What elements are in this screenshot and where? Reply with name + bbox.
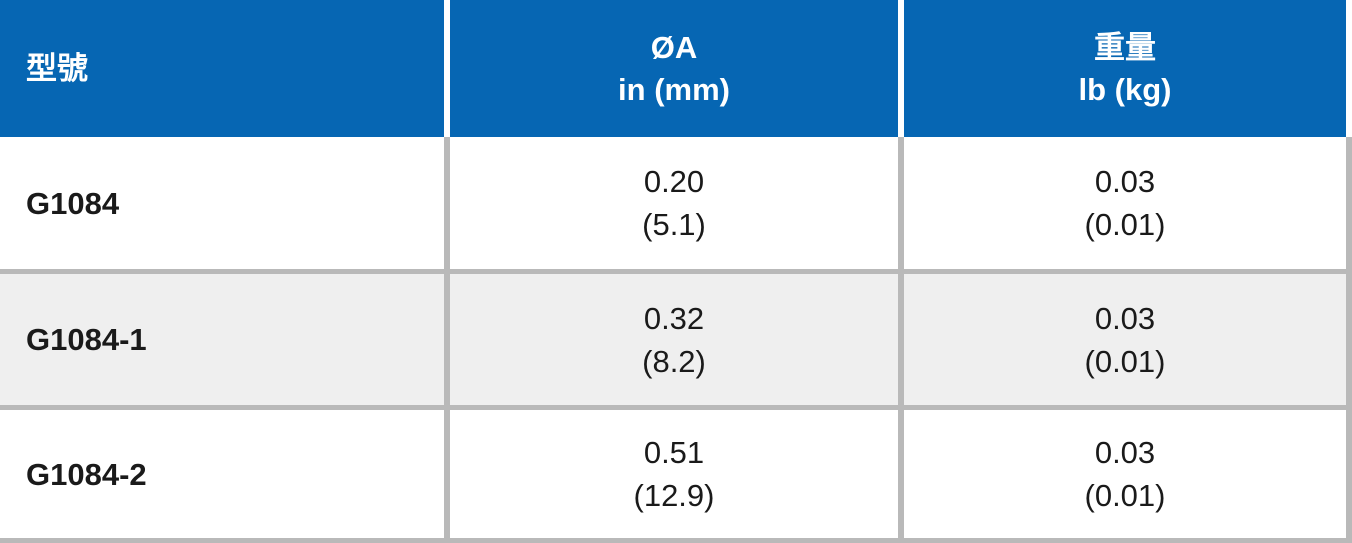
cell-weight: 0.03 (0.01) — [904, 137, 1352, 269]
weight-kg-value: (0.01) — [1084, 207, 1166, 242]
table-row: G1084-1 0.32 (8.2) 0.03 (0.01) — [0, 269, 1352, 405]
model-value: G1084-1 — [26, 322, 147, 357]
weight-lb-value: 0.03 — [1094, 435, 1156, 470]
header-weight-label: 重量 — [1094, 29, 1156, 65]
diameter-in-value: 0.20 — [643, 164, 705, 199]
cell-diameter: 0.51 (12.9) — [450, 410, 904, 538]
diameter-in-value: 0.51 — [643, 435, 705, 470]
cell-model: G1084-1 — [0, 274, 450, 405]
header-diameter-symbol: ØA — [650, 29, 698, 65]
cell-diameter: 0.32 (8.2) — [450, 274, 904, 405]
cell-model: G1084-2 — [0, 410, 450, 538]
diameter-mm-value: (12.9) — [633, 478, 715, 513]
header-cell-diameter: ØA in (mm) — [450, 0, 904, 137]
header-cell-model: 型號 — [0, 0, 450, 137]
model-value: G1084-2 — [26, 456, 147, 492]
table-row: G1084 0.20 (5.1) 0.03 (0.01) — [0, 137, 1352, 269]
table-header-row: 型號 ØA in (mm) 重量 lb (kg) — [0, 0, 1352, 137]
diameter-mm-value: (5.1) — [642, 207, 706, 242]
header-weight-units: lb (kg) — [1078, 71, 1172, 107]
model-value: G1084 — [26, 185, 120, 221]
table-row: G1084-2 0.51 (12.9) 0.03 (0.01) — [0, 405, 1352, 538]
weight-lb-value: 0.03 — [1094, 300, 1156, 336]
header-diameter-units: in (mm) — [618, 71, 730, 107]
cell-model: G1084 — [0, 137, 450, 269]
cell-weight: 0.03 (0.01) — [904, 274, 1352, 405]
diameter-in-value: 0.32 — [643, 300, 705, 336]
weight-kg-value: (0.01) — [1084, 478, 1166, 513]
cell-weight: 0.03 (0.01) — [904, 410, 1352, 538]
cell-diameter: 0.20 (5.1) — [450, 137, 904, 269]
weight-lb-value: 0.03 — [1094, 164, 1156, 199]
header-model-label: 型號 — [26, 50, 88, 86]
diameter-mm-value: (8.2) — [642, 343, 706, 379]
header-cell-weight: 重量 lb (kg) — [904, 0, 1352, 137]
weight-kg-value: (0.01) — [1084, 343, 1166, 379]
